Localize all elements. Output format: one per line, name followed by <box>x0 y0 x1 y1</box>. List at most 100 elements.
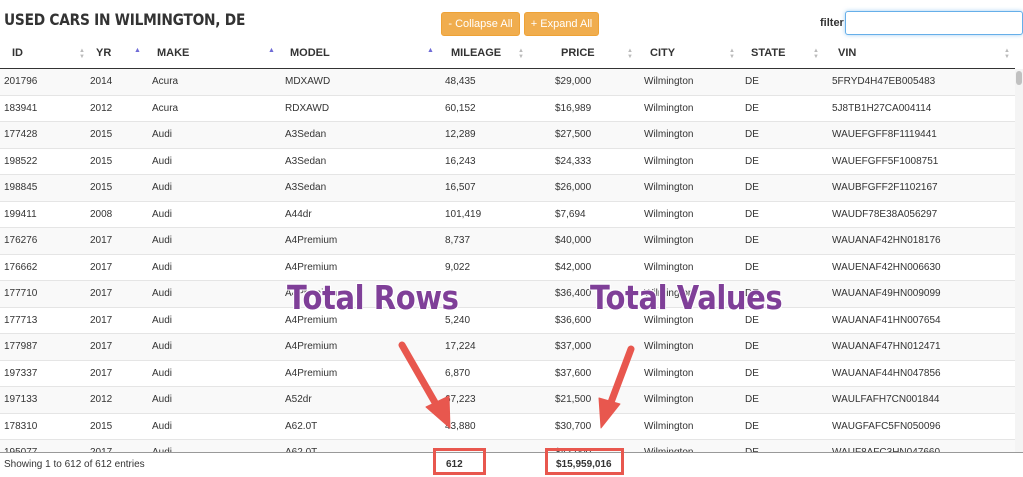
sort-asc-icon[interactable]: ▲ <box>134 47 141 54</box>
column-header-state[interactable]: STATE <box>751 44 785 69</box>
column-header-price[interactable]: PRICE <box>561 44 595 69</box>
cell-state: DE <box>745 76 759 87</box>
cell-model: A52dr <box>285 394 312 405</box>
column-header-mileage-label: MILEAGE <box>451 47 502 59</box>
cell-model: MDXAWD <box>285 76 331 87</box>
cell-id: 199411 <box>4 208 37 220</box>
table-row[interactable]: 197133 2012 Audi A52dr 67,223 $21,500 Wilmingt… <box>0 387 1015 414</box>
table-body: 201796 2014 Acura MDXAWD 48,435 $29,000 Wilmin… <box>0 69 1015 452</box>
cell-price: $29,000 <box>555 76 592 87</box>
sort-asc-icon[interactable]: ▲ <box>268 47 275 54</box>
table-row[interactable]: 197337 2017 Audi A4Premium 6,870 $37,600 Wilmi… <box>0 360 1015 387</box>
cell-city: Wilmington <box>644 235 694 246</box>
cell-id: 177428 <box>4 129 38 140</box>
table-row[interactable]: 177987 2017 Audi A4Premium 17,224 $37,000 Wilm… <box>0 334 1015 361</box>
column-header-vin[interactable]: VIN <box>838 44 856 69</box>
cell-state: DE <box>745 367 759 379</box>
cell-id: 177713 <box>4 314 38 326</box>
filter-input[interactable] <box>845 11 1023 35</box>
table-row[interactable]: 201796 2014 Acura MDXAWD 48,435 $29,000 Wilmin… <box>0 69 1015 96</box>
table-row[interactable]: 176276 2017 Audi A4Premium 8,737 $40,000 Wilmi… <box>0 228 1015 255</box>
table-row[interactable]: 177428 2015 Audi A3Sedan 12,289 $27,500 Wilmin… <box>0 122 1015 149</box>
cell-state: DE <box>745 394 759 405</box>
scrollbar-thumb[interactable] <box>1016 71 1022 85</box>
cell-year: 2012 <box>90 394 113 405</box>
column-header-model[interactable]: MODEL <box>290 44 330 69</box>
cell-city: Wilmington <box>644 155 694 167</box>
cell-year: 2015 <box>90 129 113 140</box>
cell-id: 195077 <box>4 440 37 452</box>
table-row[interactable]: 177713 2017 Audi A4Premium 5,240 $36,600 Wilmi… <box>0 307 1015 334</box>
cell-mileage: 16,507 <box>445 182 476 193</box>
total-rows-highlight <box>433 448 486 475</box>
column-header-make[interactable]: MAKE <box>157 44 189 69</box>
cell-year: 2015 <box>90 420 113 432</box>
cell-mileage: 6,870 <box>445 367 471 379</box>
table-row[interactable]: 176662 2017 Audi A4Premium 9,022 $42,000 Wilmi… <box>0 254 1015 281</box>
cell-vin: WAUF8AFC3HN047660 <box>832 440 940 452</box>
total-values-annotation: Total Values <box>589 277 783 318</box>
cell-id: 177710 <box>4 288 38 299</box>
cell-year: 2008 <box>90 208 113 220</box>
total-rows-annotation: Total Rows <box>286 277 460 318</box>
sort-icon[interactable] <box>1004 48 1010 60</box>
cell-state: DE <box>745 208 759 220</box>
column-header-city-label: CITY <box>650 47 676 59</box>
sort-icon[interactable] <box>79 48 85 60</box>
cell-model: A3Sedan <box>285 129 327 140</box>
table-row[interactable]: 1950772017AudiA62.0T$42,000WilmingtonDEW… <box>0 440 1015 452</box>
sort-icon[interactable] <box>729 48 735 60</box>
cell-city: Wilmington <box>644 129 694 140</box>
column-header-vin-label: VIN <box>838 47 857 59</box>
sort-icon[interactable] <box>813 48 819 60</box>
table-row[interactable]: 198522 2015 Audi A3Sedan 16,243 $24,333 Wilmin… <box>0 148 1015 175</box>
table-header: ID YR ▲ MAKE ▲ MODEL ▲ MILEAGE PRICE CIT… <box>0 44 1015 69</box>
column-header-mileage[interactable]: MILEAGE <box>451 44 501 69</box>
cell-model: A3Sedan <box>285 155 327 167</box>
cell-mileage: 5,240 <box>445 314 471 326</box>
sort-icon[interactable] <box>627 48 633 60</box>
sort-icon[interactable] <box>518 48 524 60</box>
cell-year: 2014 <box>90 76 113 87</box>
cell-mileage: 8,737 <box>445 235 471 246</box>
collapse-all-button[interactable]: - Collapse All <box>441 12 520 36</box>
sort-asc-icon[interactable]: ▲ <box>427 47 434 54</box>
table-row[interactable]: 178310 2015 Audi A62.0T 43,880 $30,700 Wilming… <box>0 413 1015 440</box>
cell-city: Wilmington <box>644 102 694 114</box>
column-header-city[interactable]: CITY <box>650 44 675 69</box>
cell-id: 198522 <box>4 155 38 167</box>
vertical-scrollbar[interactable] <box>1015 69 1023 452</box>
total-values-highlight <box>545 448 624 475</box>
cell-make: Acura <box>152 76 179 87</box>
cell-year: 2015 <box>90 155 113 167</box>
cell-price: $37,000 <box>555 341 592 352</box>
cell-vin: 5FRYD4H47EB005483 <box>832 76 936 87</box>
table-row[interactable]: 183941 2012 Acura RDXAWD 60,152 $16,989 Wilmin… <box>0 95 1015 122</box>
cell-model: A62.0T <box>285 440 317 452</box>
cell-make: Audi <box>152 394 173 405</box>
column-header-id[interactable]: ID <box>12 44 23 69</box>
expand-all-button[interactable]: + Expand All <box>524 12 599 36</box>
cell-vin: WAUEFGFF5F1008751 <box>832 155 939 167</box>
cell-city: Wilmington <box>644 76 694 87</box>
cell-mileage: 60,152 <box>445 102 476 114</box>
cell-state: DE <box>745 102 759 114</box>
column-header-year[interactable]: YR <box>96 44 111 69</box>
cell-vin: 5J8TB1H27CA004114 <box>832 102 932 114</box>
table-row[interactable]: 177710 2017 Audi A4Premium $36,400 Wilmington… <box>0 281 1015 308</box>
table-row[interactable]: 198845 2015 Audi A3Sedan 16,507 $26,000 Wilmin… <box>0 175 1015 202</box>
cell-mileage: 67,223 <box>445 394 476 405</box>
filter-label: filter <box>820 17 844 29</box>
column-header-year-label: YR <box>96 47 112 59</box>
cell-id: 176662 <box>4 261 38 273</box>
cell-id: 176276 <box>4 235 38 246</box>
cell-make: Audi <box>152 367 173 379</box>
cell-vin: WAUANAF41HN007654 <box>832 314 941 326</box>
cell-price: $21,500 <box>555 394 592 405</box>
table-row[interactable]: 199411 2008 Audi A44dr 101,419 $7,694 Wilmingt… <box>0 201 1015 228</box>
cell-model: A4Premium <box>285 261 338 273</box>
cell-price: $36,600 <box>555 314 592 326</box>
cell-mileage: 12,289 <box>445 129 476 140</box>
cell-price: $37,600 <box>555 367 592 379</box>
cell-model: RDXAWD <box>285 102 330 114</box>
